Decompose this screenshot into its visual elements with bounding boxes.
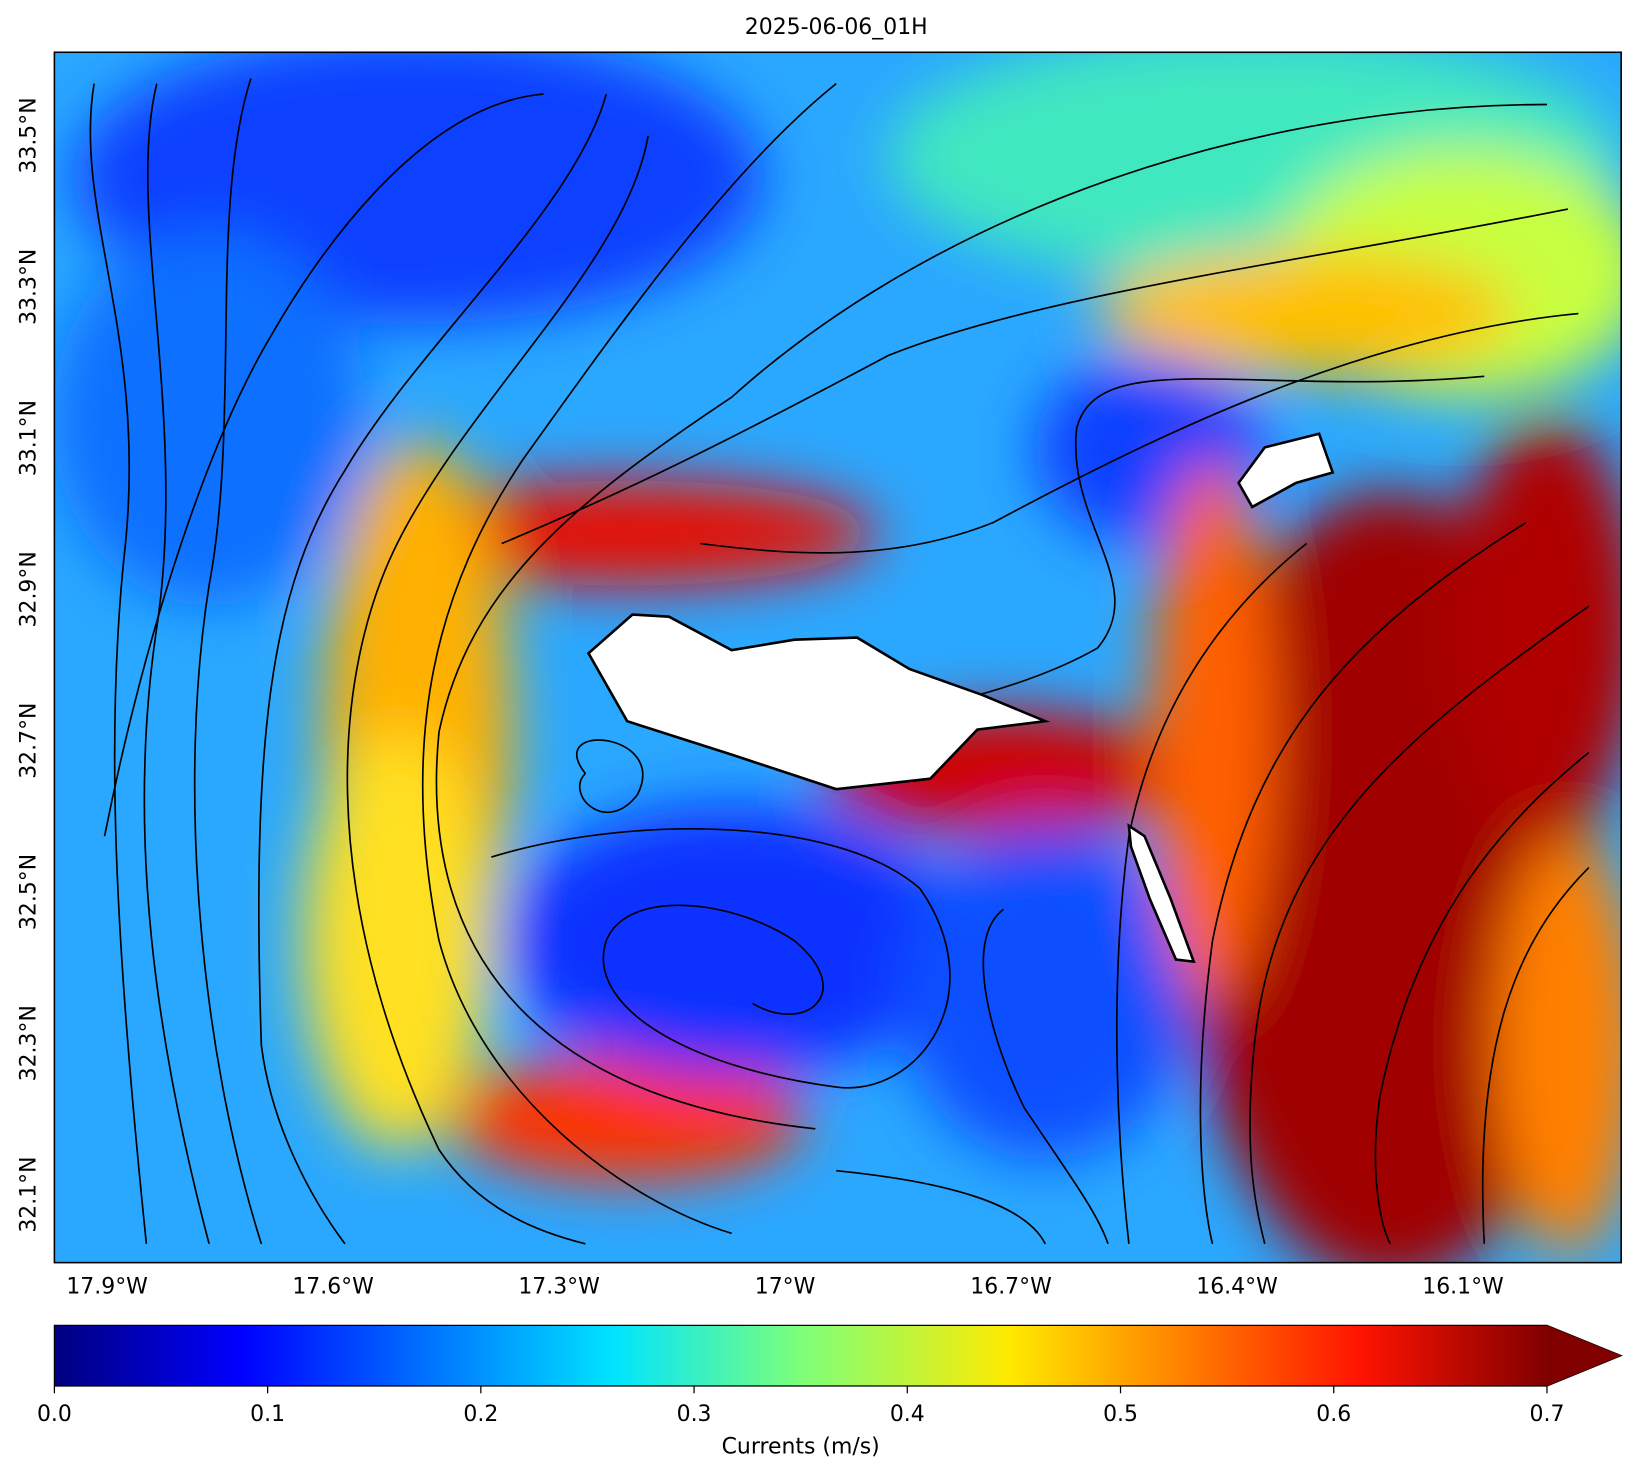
- y-tick-label: 32.9°N: [16, 551, 41, 627]
- x-tick-label: 17.9°W: [66, 1275, 148, 1300]
- y-tick-label: 32.7°N: [16, 703, 41, 779]
- colorbar: [54, 1325, 1547, 1386]
- colorbar-tick-label: 0.3: [677, 1402, 712, 1427]
- colorbar-tick-label: 0.0: [37, 1402, 72, 1427]
- current-field: [54, 52, 1622, 1263]
- desertas: [1127, 823, 1196, 964]
- madeira: [586, 613, 1051, 791]
- title: 2025-06-06_01H: [745, 15, 928, 40]
- y-tick-label: 32.1°N: [16, 1156, 41, 1232]
- map-frame: [53, 51, 1622, 1264]
- x-tick-label: 17°W: [755, 1275, 816, 1300]
- x-tick-label: 16.7°W: [970, 1275, 1052, 1300]
- y-tick-label: 32.5°N: [16, 854, 41, 930]
- streamlines: [89, 78, 1590, 1245]
- x-tick-label: 17.3°W: [518, 1275, 600, 1300]
- colorbar-tick-label: 0.4: [890, 1402, 925, 1427]
- colorbar-extend: [1546, 1325, 1622, 1386]
- y-tick-label: 33.5°N: [16, 97, 41, 173]
- axes: 17.9°W 17.6°W 17.3°W 17°W 16.7°W 16.4°W 16.1°W…: [16, 97, 1564, 1427]
- colorbar-label: Currents (m/s): [722, 1435, 880, 1460]
- y-tick-label: 33.3°N: [16, 249, 41, 325]
- islands: [586, 432, 1335, 964]
- x-tick-label: 17.6°W: [292, 1275, 374, 1300]
- porto-santo: [1237, 432, 1335, 509]
- colorbar-tick-label: 0.1: [250, 1402, 285, 1427]
- x-tick-label: 16.1°W: [1422, 1275, 1504, 1300]
- colorbar-tick-label: 0.2: [463, 1402, 498, 1427]
- colorbar-tick-label: 0.7: [1530, 1402, 1565, 1427]
- colorbar-tick-label: 0.6: [1316, 1402, 1351, 1427]
- y-tick-label: 33.1°N: [16, 400, 41, 476]
- x-tick-label: 16.4°W: [1196, 1275, 1278, 1300]
- colorbar-tick-label: 0.5: [1103, 1402, 1138, 1427]
- y-tick-label: 32.3°N: [16, 1005, 41, 1081]
